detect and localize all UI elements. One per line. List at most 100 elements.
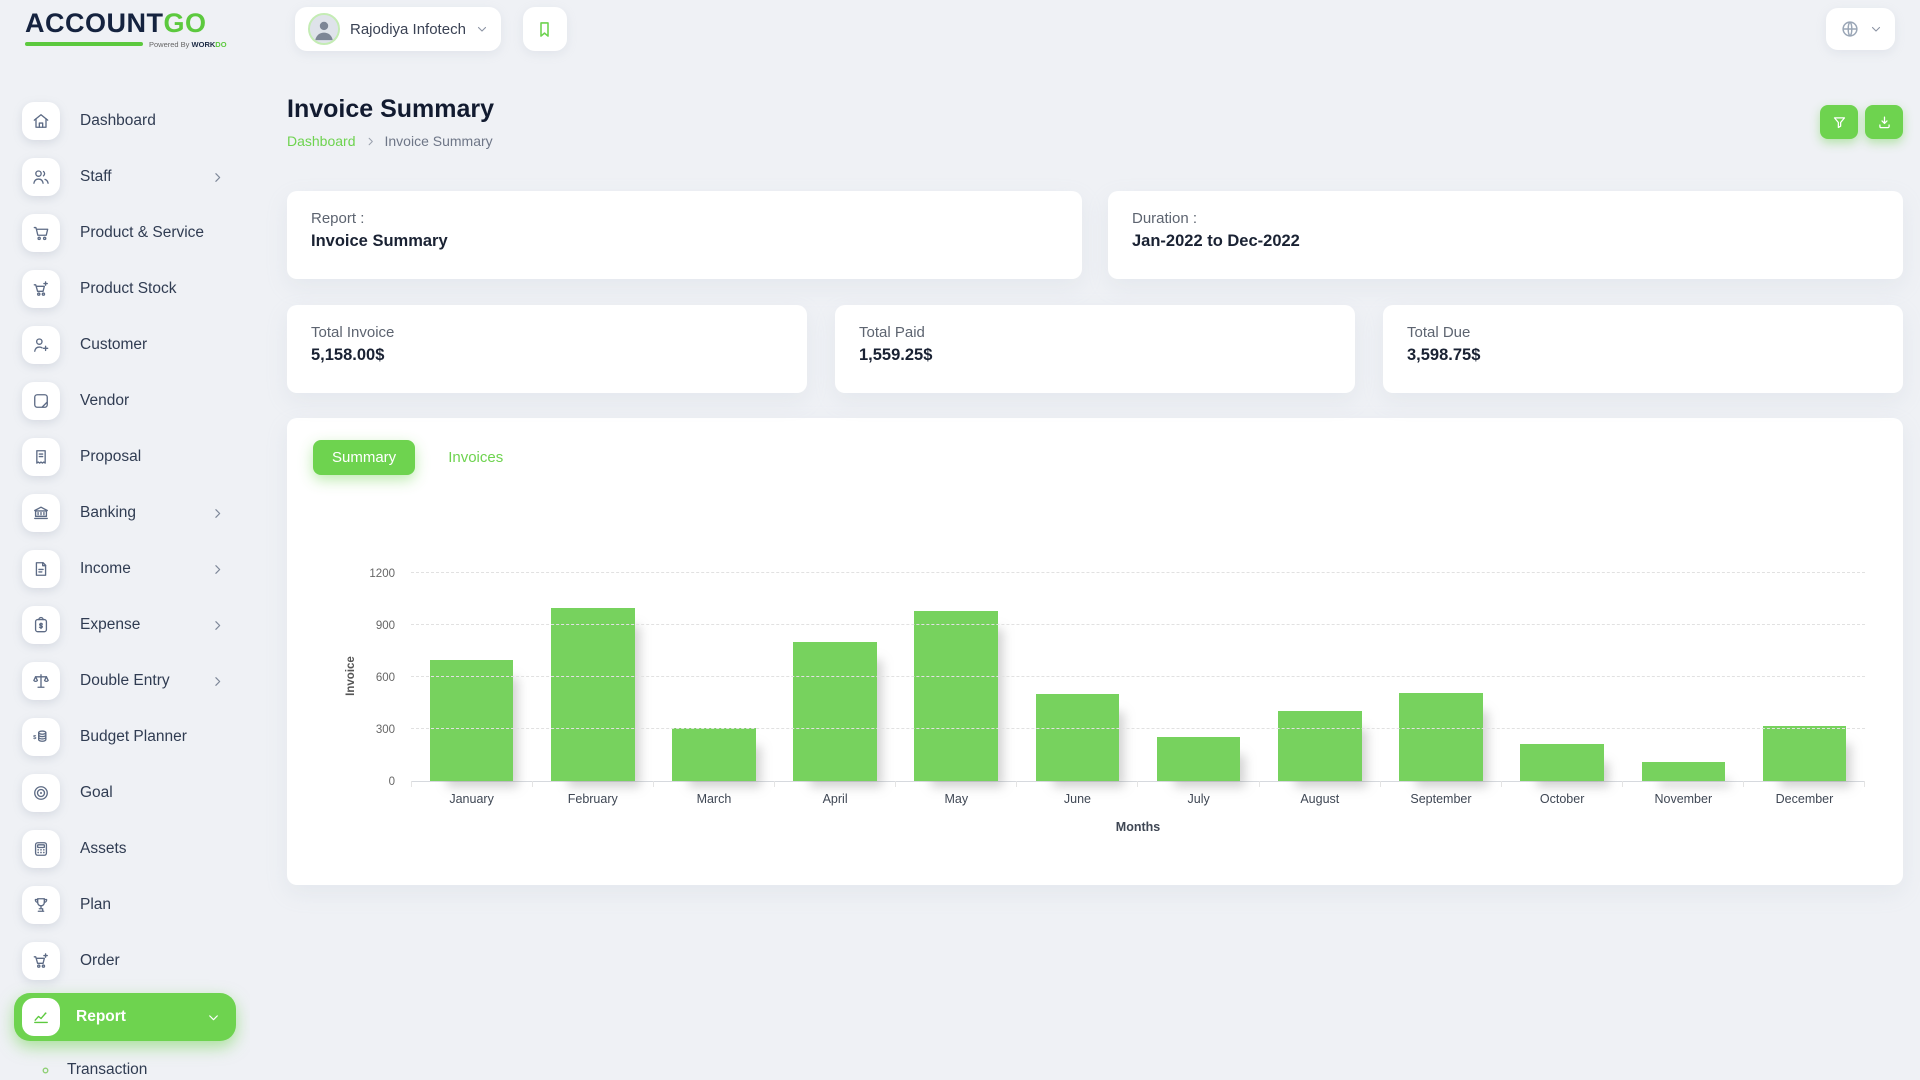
document-icon [22, 550, 60, 588]
bank-icon [22, 494, 60, 532]
chart-x-tick [1381, 781, 1502, 787]
sidebar-item-vendor[interactable]: Vendor [0, 373, 250, 429]
filter-icon [1831, 114, 1848, 131]
chart-x-tick [533, 781, 655, 787]
chart-x-tick [775, 781, 897, 787]
filter-button[interactable] [1820, 105, 1858, 139]
sidebar-item-label: Dashboard [80, 112, 156, 129]
chart-bar-column-february [532, 574, 653, 781]
sidebar-item-product-stock[interactable]: Product Stock [0, 261, 250, 317]
chart-x-tick [1138, 781, 1260, 787]
sidebar-item-assets[interactable]: Assets [0, 821, 250, 877]
sidebar-item-order[interactable]: Order [0, 933, 250, 989]
chart-y-tick: 900 [375, 620, 395, 632]
chevron-down-icon [1870, 23, 1882, 35]
coins-icon: $ [22, 718, 60, 756]
sidebar-item-banking[interactable]: Banking [0, 485, 250, 541]
bar-january [429, 659, 514, 781]
sidebar-item-dashboard[interactable]: Dashboard [0, 93, 250, 149]
chart-bar-column-august [1259, 574, 1380, 781]
cart-plus-icon [22, 942, 60, 980]
users-icon [22, 158, 60, 196]
page-actions [1820, 105, 1903, 139]
chevron-right-icon [365, 136, 376, 147]
chevron-right-icon [211, 507, 224, 520]
user-plus-icon [22, 326, 60, 364]
logo-underline [25, 42, 143, 46]
sidebar-item-plan[interactable]: Plan [0, 877, 250, 933]
chart-x-tick [1502, 781, 1623, 787]
bar-june [1035, 694, 1120, 781]
sidebar-item-transaction[interactable]: Transaction [0, 1045, 250, 1080]
sidebar-item-double-entry[interactable]: Double Entry [0, 653, 250, 709]
summary-panel: Summary Invoices Invoice 0 300 600 900 1200 J… [287, 418, 1903, 885]
report-label: Report : [311, 210, 365, 227]
sidebar-item-product-service[interactable]: Product & Service [0, 205, 250, 261]
chart-x-axis-label: Months [1115, 820, 1161, 834]
duration-label: Duration : [1132, 210, 1198, 227]
stat-card-total-paid: Total Paid 1,559.25$ [835, 305, 1355, 393]
avatar [308, 13, 340, 45]
duration-card: Duration : Jan-2022 to Dec-2022 [1108, 191, 1903, 279]
globe-icon [1839, 18, 1861, 40]
chart-x-label: December [1775, 792, 1834, 806]
report-card: Report : Invoice Summary [287, 191, 1082, 279]
chart-x-tick [654, 781, 776, 787]
chart-x-tick [1260, 781, 1381, 787]
tab-summary[interactable]: Summary [313, 440, 416, 475]
sidebar-item-label: Product Stock [80, 280, 177, 297]
bookmark-button[interactable] [522, 7, 567, 51]
download-button[interactable] [1865, 105, 1903, 139]
scales-icon [22, 662, 60, 700]
chart-bar-column-april [775, 574, 896, 781]
bar-september [1399, 693, 1483, 781]
download-icon [1876, 114, 1893, 131]
chart-x-tick [411, 781, 534, 787]
chevron-right-icon [211, 171, 224, 184]
chart-x-tick [1623, 781, 1744, 787]
stat-value: 3,598.75$ [1407, 346, 1481, 364]
sidebar-item-expense[interactable]: Expense [0, 597, 250, 653]
chart-x-ticks [411, 781, 1865, 787]
breadcrumb-dashboard-link[interactable]: Dashboard [287, 133, 356, 149]
chevron-right-icon [211, 563, 224, 576]
app-logo[interactable]: ACCOUNTGO Powered By WORKDO [25, 9, 233, 49]
sidebar-item-label: Plan [80, 896, 112, 913]
chart-x-label: July [1187, 792, 1210, 806]
sidebar-item-goal[interactable]: Goal [0, 765, 250, 821]
sidebar-item-proposal[interactable]: Proposal [0, 429, 250, 485]
invoice-bar-chart: Invoice 0 300 600 900 1200 January February Ma… [345, 568, 1865, 834]
home-icon [22, 102, 60, 140]
clipboard-dollar-icon [22, 606, 60, 644]
chart-bar-column-may [896, 574, 1017, 781]
chevron-down-icon [476, 23, 488, 35]
page-title: Invoice Summary [287, 95, 495, 123]
cart-icon [22, 214, 60, 252]
chart-icon [22, 998, 60, 1036]
sidebar-item-income[interactable]: Income [0, 541, 250, 597]
bar-april [793, 642, 877, 781]
sidebar-item-report[interactable]: Report [14, 993, 236, 1041]
chart-bar-column-december [1744, 574, 1865, 781]
sidebar-item-label: Vendor [80, 392, 130, 409]
app-header: ACCOUNTGO Powered By WORKDO Rajodiya Inf… [0, 0, 1920, 58]
tabs: Summary Invoices [313, 440, 1877, 475]
bar-july [1156, 736, 1241, 781]
chart-y-tick: 1200 [369, 568, 395, 580]
stat-card-total-due: Total Due 3,598.75$ [1383, 305, 1903, 393]
company-selector[interactable]: Rajodiya Infotech [295, 7, 501, 51]
sidebar-item-customer[interactable]: Customer [0, 317, 250, 373]
sidebar-item-budget-planner[interactable]: $ Budget Planner [0, 709, 250, 765]
chart-y-axis-label: Invoice [344, 655, 357, 696]
language-selector[interactable] [1826, 8, 1895, 50]
sidebar-item-staff[interactable]: Staff [0, 149, 250, 205]
chart-bar-column-november [1623, 574, 1744, 781]
breadcrumb: Dashboard Invoice Summary [287, 133, 494, 149]
sidebar-item-label: Expense [80, 616, 141, 633]
chart-x-label: August [1300, 792, 1340, 806]
chevron-right-icon [211, 619, 224, 632]
bar-december [1762, 726, 1847, 781]
chart-x-label: June [1063, 792, 1091, 806]
tab-invoices[interactable]: Invoices [429, 440, 522, 475]
logo-text: ACCOUNTGO [25, 9, 233, 37]
